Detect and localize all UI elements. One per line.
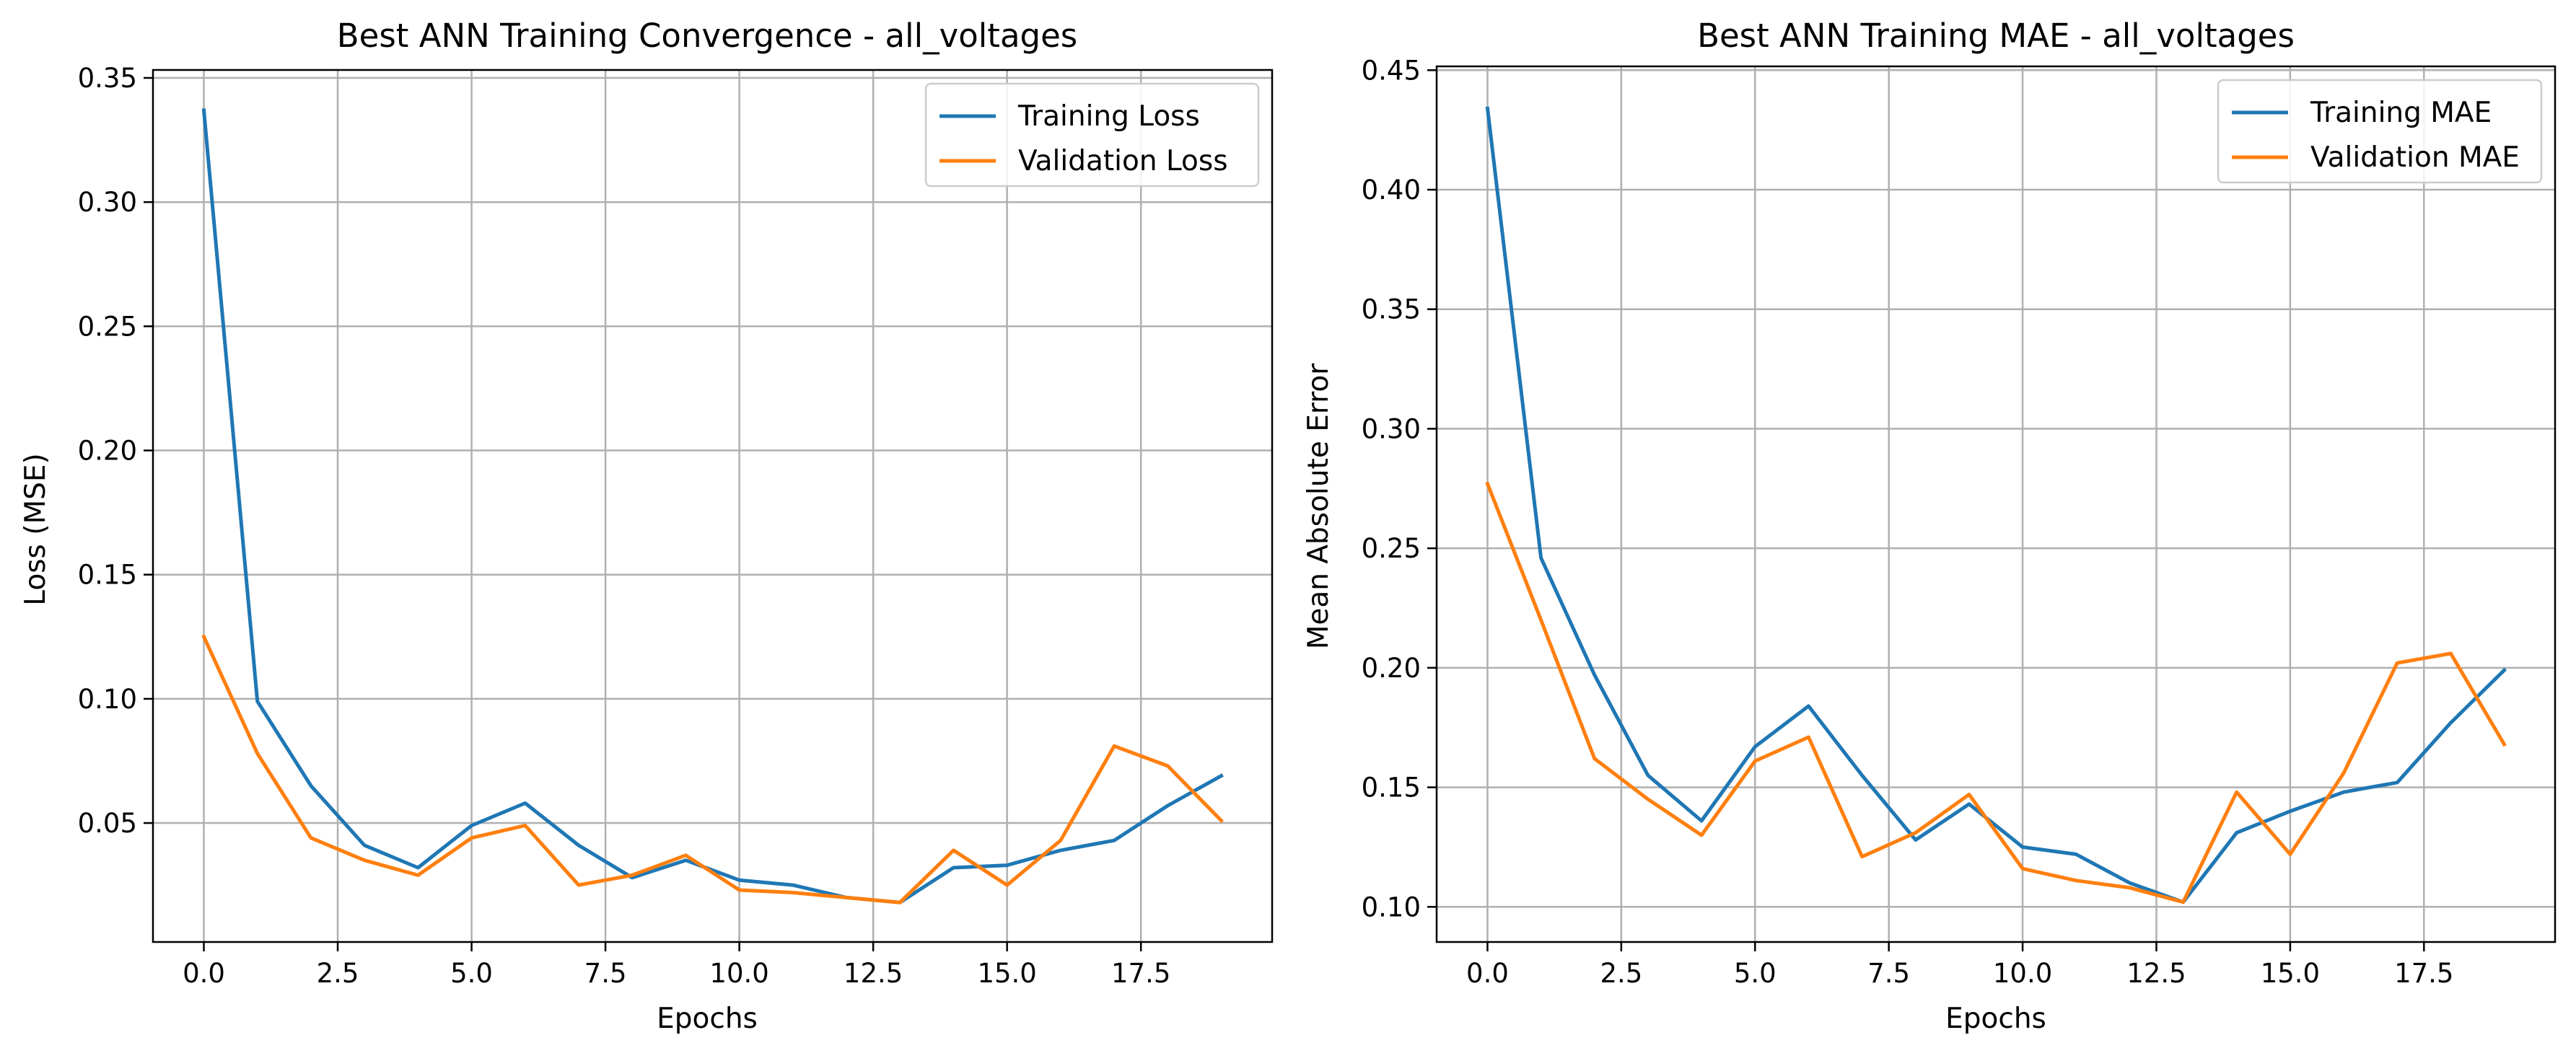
- loss-ytick-label: 0.15: [78, 560, 137, 591]
- mae-chart-xlabel: Epochs: [1945, 1003, 2046, 1035]
- loss-ytick-label: 0.05: [78, 808, 137, 839]
- mae-chart-grid: [1437, 66, 2555, 942]
- loss-xtick-label: 5.0: [450, 958, 493, 989]
- loss-chart: Best ANN Training Convergence - all_volt…: [19, 17, 1274, 1035]
- mae-xtick-label: 10.0: [1993, 958, 2052, 989]
- loss-chart-grid: [153, 70, 1272, 942]
- mae-chart-series: [1485, 106, 2507, 904]
- loss-legend-box: [924, 82, 1260, 188]
- mae-xtick-label: 12.5: [2126, 958, 2186, 989]
- legend-label-validation-loss: Validation Loss: [1018, 145, 1228, 177]
- loss-xtick-label: 2.5: [317, 958, 359, 989]
- mae-ytick-label: 0.45: [1362, 55, 1421, 86]
- loss-ytick-label: 0.20: [78, 436, 137, 467]
- loss-chart-title: Best ANN Training Convergence - all_volt…: [337, 17, 1077, 55]
- loss-ytick-label: 0.30: [78, 187, 137, 218]
- loss-chart-frame: [152, 69, 1274, 943]
- loss-xtick-label: 15.0: [977, 958, 1036, 989]
- legend-label-validation-mae: Validation MAE: [2310, 141, 2520, 174]
- mae-chart-frame: [1435, 65, 2557, 943]
- mae-chart-title: Best ANN Training MAE - all_voltages: [1697, 17, 2295, 55]
- mae-chart-ylabel: Mean Absolute Error: [1302, 363, 1335, 650]
- loss-xtick-label: 17.5: [1111, 958, 1170, 989]
- series-line-validation-mae: [1485, 481, 2507, 904]
- mae-xtick-label: 0.0: [1466, 958, 1509, 989]
- series-line-validation-loss: [201, 634, 1225, 904]
- loss-xtick-label: 0.0: [183, 958, 225, 989]
- loss-xtick-label: 10.0: [709, 958, 768, 989]
- series-line-training-loss: [201, 108, 1224, 904]
- mae-xtick-label: 15.0: [2261, 958, 2320, 989]
- mae-xtick-label: 17.5: [2394, 958, 2453, 989]
- mae-xtick-label: 7.5: [1867, 958, 1910, 989]
- mae-chart-legend: Training MAE Validation MAE: [2217, 79, 2543, 184]
- loss-chart-ticks: 0.0 2.5 5.0 7.5 10.0 12.5 15.0 17.5 0.05 0.10 0.15…: [78, 63, 1171, 989]
- mae-chart: Best ANN Training MAE - all_voltages Epo…: [1302, 17, 2557, 1035]
- loss-ytick-label: 0.35: [78, 63, 137, 94]
- mae-ytick-label: 0.35: [1362, 294, 1421, 325]
- mae-ytick-label: 0.20: [1362, 653, 1421, 684]
- mae-ytick-label: 0.40: [1362, 175, 1421, 206]
- loss-ytick-label: 0.10: [78, 684, 137, 715]
- series-line-training-mae: [1485, 106, 2507, 904]
- legend-label-training-loss: Training Loss: [1017, 100, 1200, 133]
- mae-chart-ticks: 0.0 2.5 5.0 7.5 10.0 12.5 15.0 17.5 0.10 0.15 0.20…: [1362, 55, 2454, 989]
- loss-xtick-label: 7.5: [584, 958, 627, 989]
- mae-ytick-label: 0.30: [1362, 413, 1421, 444]
- loss-chart-series: [201, 108, 1225, 904]
- loss-chart-legend: Training Loss Validation Loss: [924, 82, 1260, 188]
- loss-chart-ylabel: Loss (MSE): [19, 453, 52, 605]
- mae-xtick-label: 5.0: [1734, 958, 1777, 989]
- mae-xtick-label: 2.5: [1600, 958, 1642, 989]
- legend-label-training-mae: Training MAE: [2310, 97, 2492, 129]
- mae-ytick-label: 0.10: [1362, 891, 1421, 923]
- mae-ytick-label: 0.15: [1362, 772, 1421, 804]
- mae-legend-box: [2217, 79, 2543, 184]
- loss-ytick-label: 0.25: [78, 311, 137, 342]
- loss-xtick-label: 12.5: [844, 958, 903, 989]
- mae-ytick-label: 0.25: [1362, 533, 1421, 564]
- loss-chart-xlabel: Epochs: [657, 1003, 758, 1035]
